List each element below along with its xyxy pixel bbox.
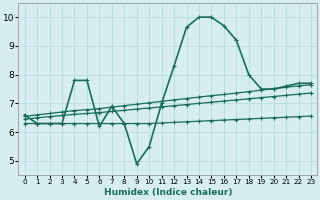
- X-axis label: Humidex (Indice chaleur): Humidex (Indice chaleur): [104, 188, 232, 197]
